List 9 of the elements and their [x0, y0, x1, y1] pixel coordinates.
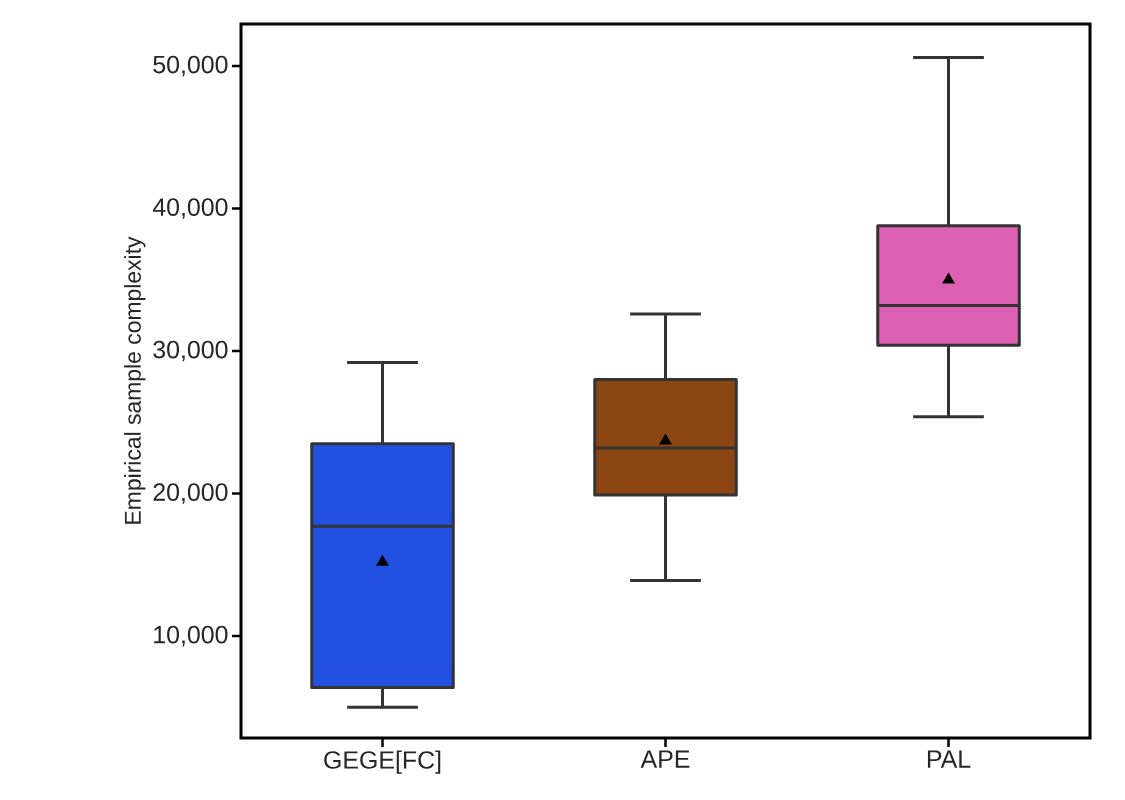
y-axis-title: Empirical sample complexity [124, 236, 146, 524]
x-tick-label: GEGE[FC] [324, 750, 441, 774]
y-tick-label: 40,000 [152, 198, 228, 219]
y-tick-label: 50,000 [153, 55, 228, 77]
y-tick-label: 30,000 [153, 340, 228, 362]
x-tick-label: PAL [927, 750, 971, 768]
y-tick-label: 10,000 [154, 625, 228, 647]
y-tick-label: 20,000 [153, 483, 228, 504]
x-tick-label: APE [640, 750, 690, 768]
